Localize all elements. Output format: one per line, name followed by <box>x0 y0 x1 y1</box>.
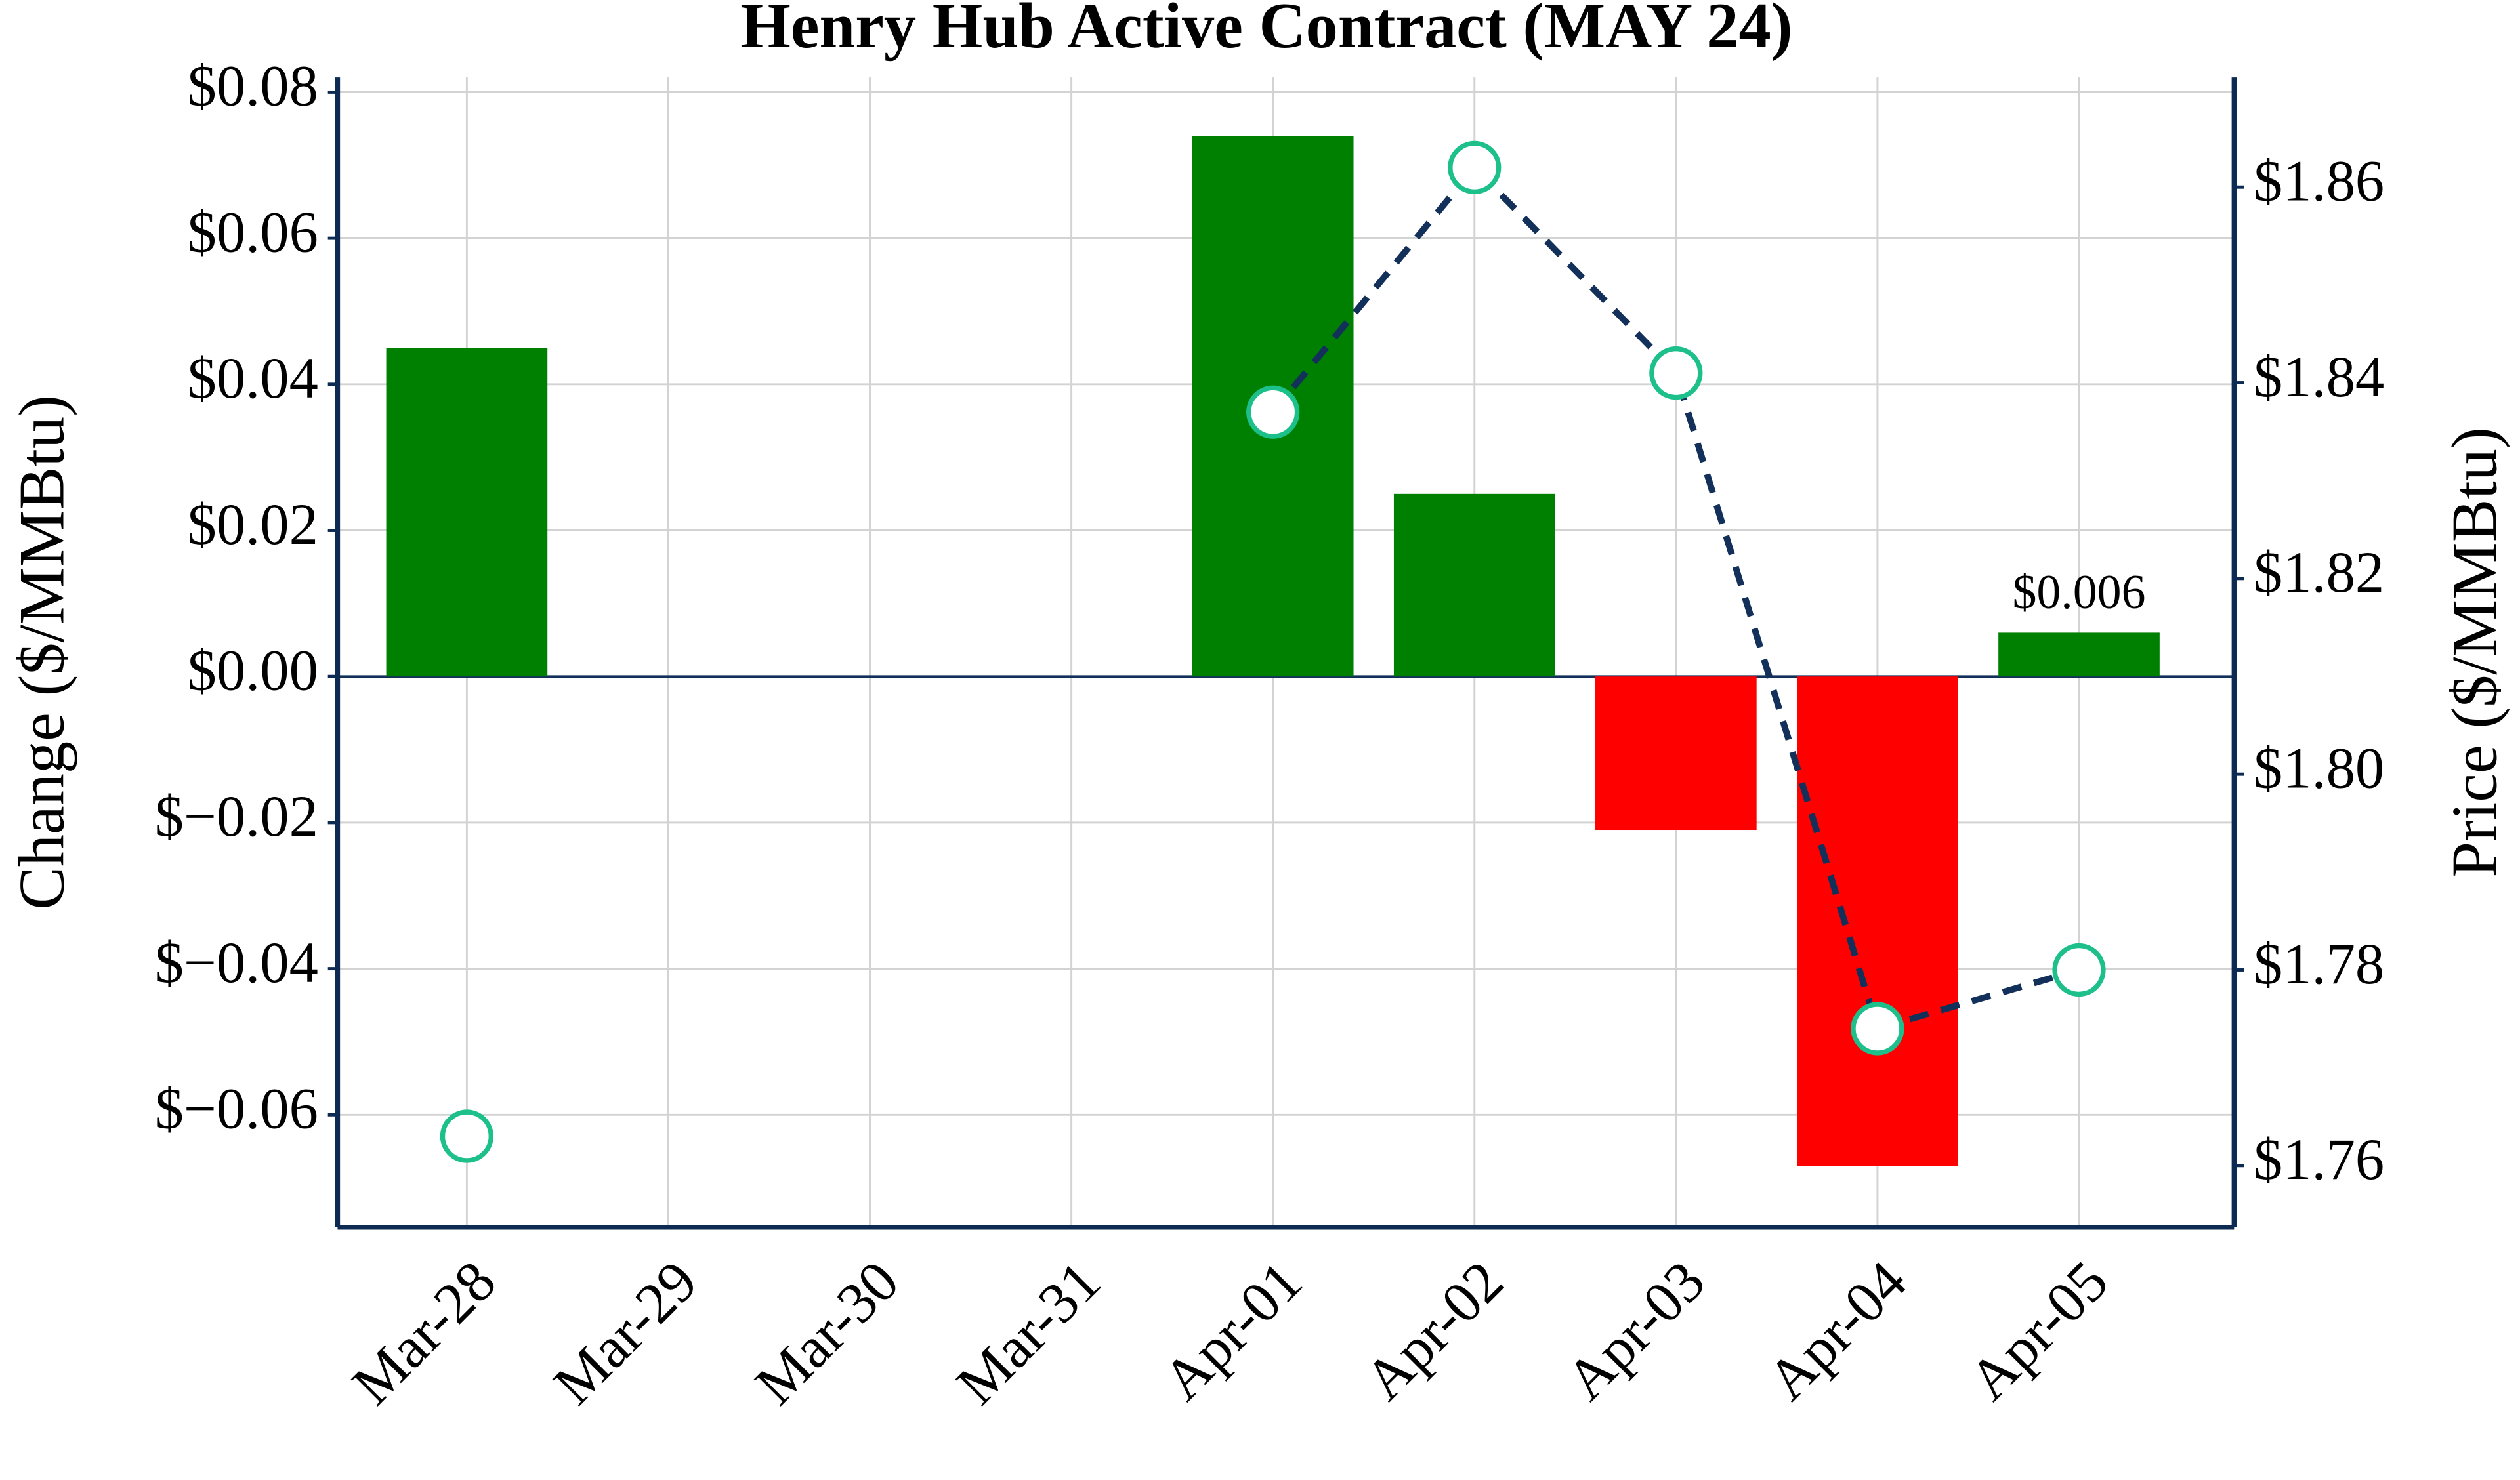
x-tick-label: Apr-02 <box>1353 1249 1516 1412</box>
y-tick-label: $−0.02 <box>155 785 318 849</box>
y2-tick-label: $1.84 <box>2254 345 2384 409</box>
chart-title: Henry Hub Active Contract (MAY 24) <box>740 0 1792 62</box>
price-line <box>1270 163 2080 1033</box>
x-tick-label: Apr-01 <box>1151 1249 1314 1412</box>
bar <box>1998 632 2160 677</box>
price-marker <box>1448 140 1502 194</box>
y-tick-label: $0.06 <box>188 200 318 264</box>
price-marker <box>440 1109 494 1163</box>
x-tick-label: Mar-31 <box>945 1249 1113 1417</box>
x-tick-label: Mar-29 <box>541 1249 709 1417</box>
price-marker <box>1246 385 1300 439</box>
x-tick-label: Mar-30 <box>744 1249 912 1417</box>
bar <box>1797 676 1958 1166</box>
y2-tick-label: $1.82 <box>2254 541 2384 605</box>
y-tick-label: $−0.06 <box>155 1077 318 1141</box>
bar <box>1595 676 1757 831</box>
x-tick-label: Mar-28 <box>340 1249 508 1417</box>
y-tick-label: $0.00 <box>188 639 318 703</box>
y2-tick-label: $1.86 <box>2254 150 2384 214</box>
price-marker <box>1649 346 1703 400</box>
y-tick-label: $−0.04 <box>155 931 318 995</box>
data-label: $0.006 <box>2012 565 2145 619</box>
y2-tick-label: $1.80 <box>2254 736 2384 800</box>
y-tick-label: $0.04 <box>188 346 318 411</box>
price-marker <box>1851 1002 1904 1056</box>
x-tick-label: Apr-03 <box>1554 1249 1717 1412</box>
y-tick-label: $0.08 <box>188 54 318 119</box>
y-tick-label: $0.02 <box>188 493 318 557</box>
bar <box>386 348 548 677</box>
y-axis-title: Change ($/MMBtu) <box>6 395 77 910</box>
y2-tick-label: $1.76 <box>2254 1128 2384 1192</box>
price-marker <box>2052 943 2106 997</box>
x-tick-label: Apr-05 <box>1957 1249 2120 1412</box>
y2-axis-title: Price ($/MMBtu) <box>2439 427 2511 877</box>
bar <box>1393 493 1555 677</box>
y2-tick-label: $1.78 <box>2254 932 2384 997</box>
x-tick-label: Apr-04 <box>1755 1249 1919 1412</box>
